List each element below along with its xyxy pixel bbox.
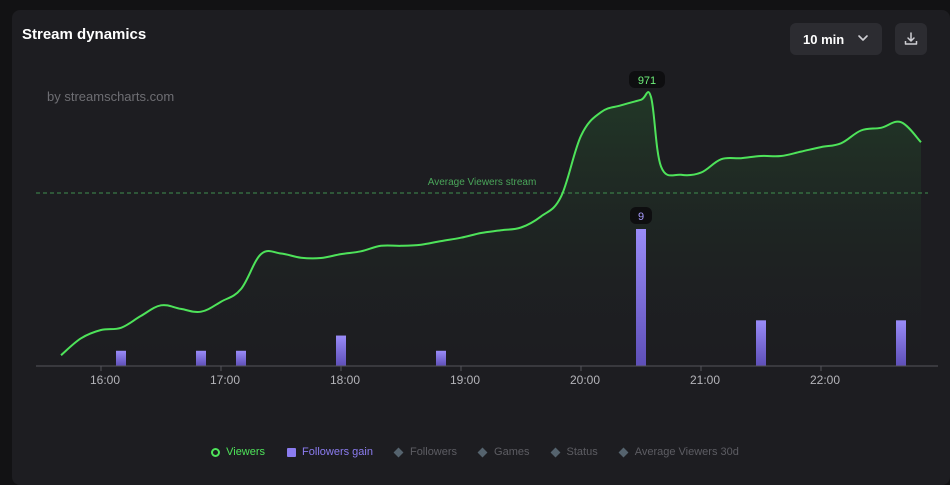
x-tick-label: 19:00 xyxy=(450,373,480,387)
legend-diamond-icon xyxy=(393,447,404,457)
legend-item-followers-gain[interactable]: Followers gain xyxy=(287,446,373,458)
interval-dropdown[interactable]: 10 min xyxy=(790,23,882,55)
followers-bar[interactable] xyxy=(896,320,906,366)
legend-item-followers[interactable]: Followers xyxy=(393,446,458,458)
x-tick-label: 22:00 xyxy=(810,373,840,387)
legend-item-games[interactable]: Games xyxy=(477,446,530,458)
interval-dropdown-label: 10 min xyxy=(803,31,845,47)
legend-diamond-icon xyxy=(477,447,488,457)
x-tick-label: 18:00 xyxy=(330,373,360,387)
x-tick-label: 21:00 xyxy=(690,373,720,387)
legend-item-average-viewers-30d[interactable]: Average Viewers 30d xyxy=(618,446,739,458)
legend-item-status[interactable]: Status xyxy=(550,446,598,458)
watermark: by streamscharts.com xyxy=(47,89,175,104)
legend-label: Average Viewers 30d xyxy=(634,446,739,458)
legend-item-viewers[interactable]: Viewers xyxy=(211,446,265,458)
viewers-peak-label-bg xyxy=(629,71,665,88)
legend-diamond-icon xyxy=(550,447,560,457)
legend-diamond-icon xyxy=(618,447,629,457)
followers-bar[interactable] xyxy=(436,350,446,366)
followers-peak-label: 9 xyxy=(638,211,644,223)
viewers-line[interactable] xyxy=(60,91,922,356)
legend-circle-icon xyxy=(211,447,221,457)
legend-label: Viewers xyxy=(226,446,266,458)
chevron-down-icon xyxy=(858,35,868,41)
viewers-peak-label: 971 xyxy=(638,75,656,87)
legend-label: Status xyxy=(566,446,598,458)
download-button[interactable] xyxy=(895,23,927,55)
followers-bar[interactable] xyxy=(336,335,346,366)
followers-peak-label-bg xyxy=(630,207,652,224)
chart-legend: Viewers Followers gain Followers Games Statu… xyxy=(0,446,950,458)
followers-bar[interactable] xyxy=(636,229,646,366)
legend-label: Followers gain xyxy=(302,446,373,458)
download-icon xyxy=(904,32,918,45)
legend-square-icon xyxy=(287,447,297,457)
x-tick-label: 16:00 xyxy=(90,373,120,387)
legend-label: Games xyxy=(494,446,530,458)
followers-bar[interactable] xyxy=(756,320,766,366)
followers-bar[interactable] xyxy=(196,350,206,366)
legend-label: Followers xyxy=(409,446,458,458)
viewers-area xyxy=(61,92,921,366)
x-tick-label: 20:00 xyxy=(570,373,600,387)
followers-bar[interactable] xyxy=(236,350,246,366)
average-viewers-label: Average Viewers stream xyxy=(428,177,537,188)
x-tick-label: 17:00 xyxy=(210,373,240,387)
chart-title: Stream dynamics xyxy=(22,26,147,43)
followers-bar[interactable] xyxy=(116,350,126,366)
